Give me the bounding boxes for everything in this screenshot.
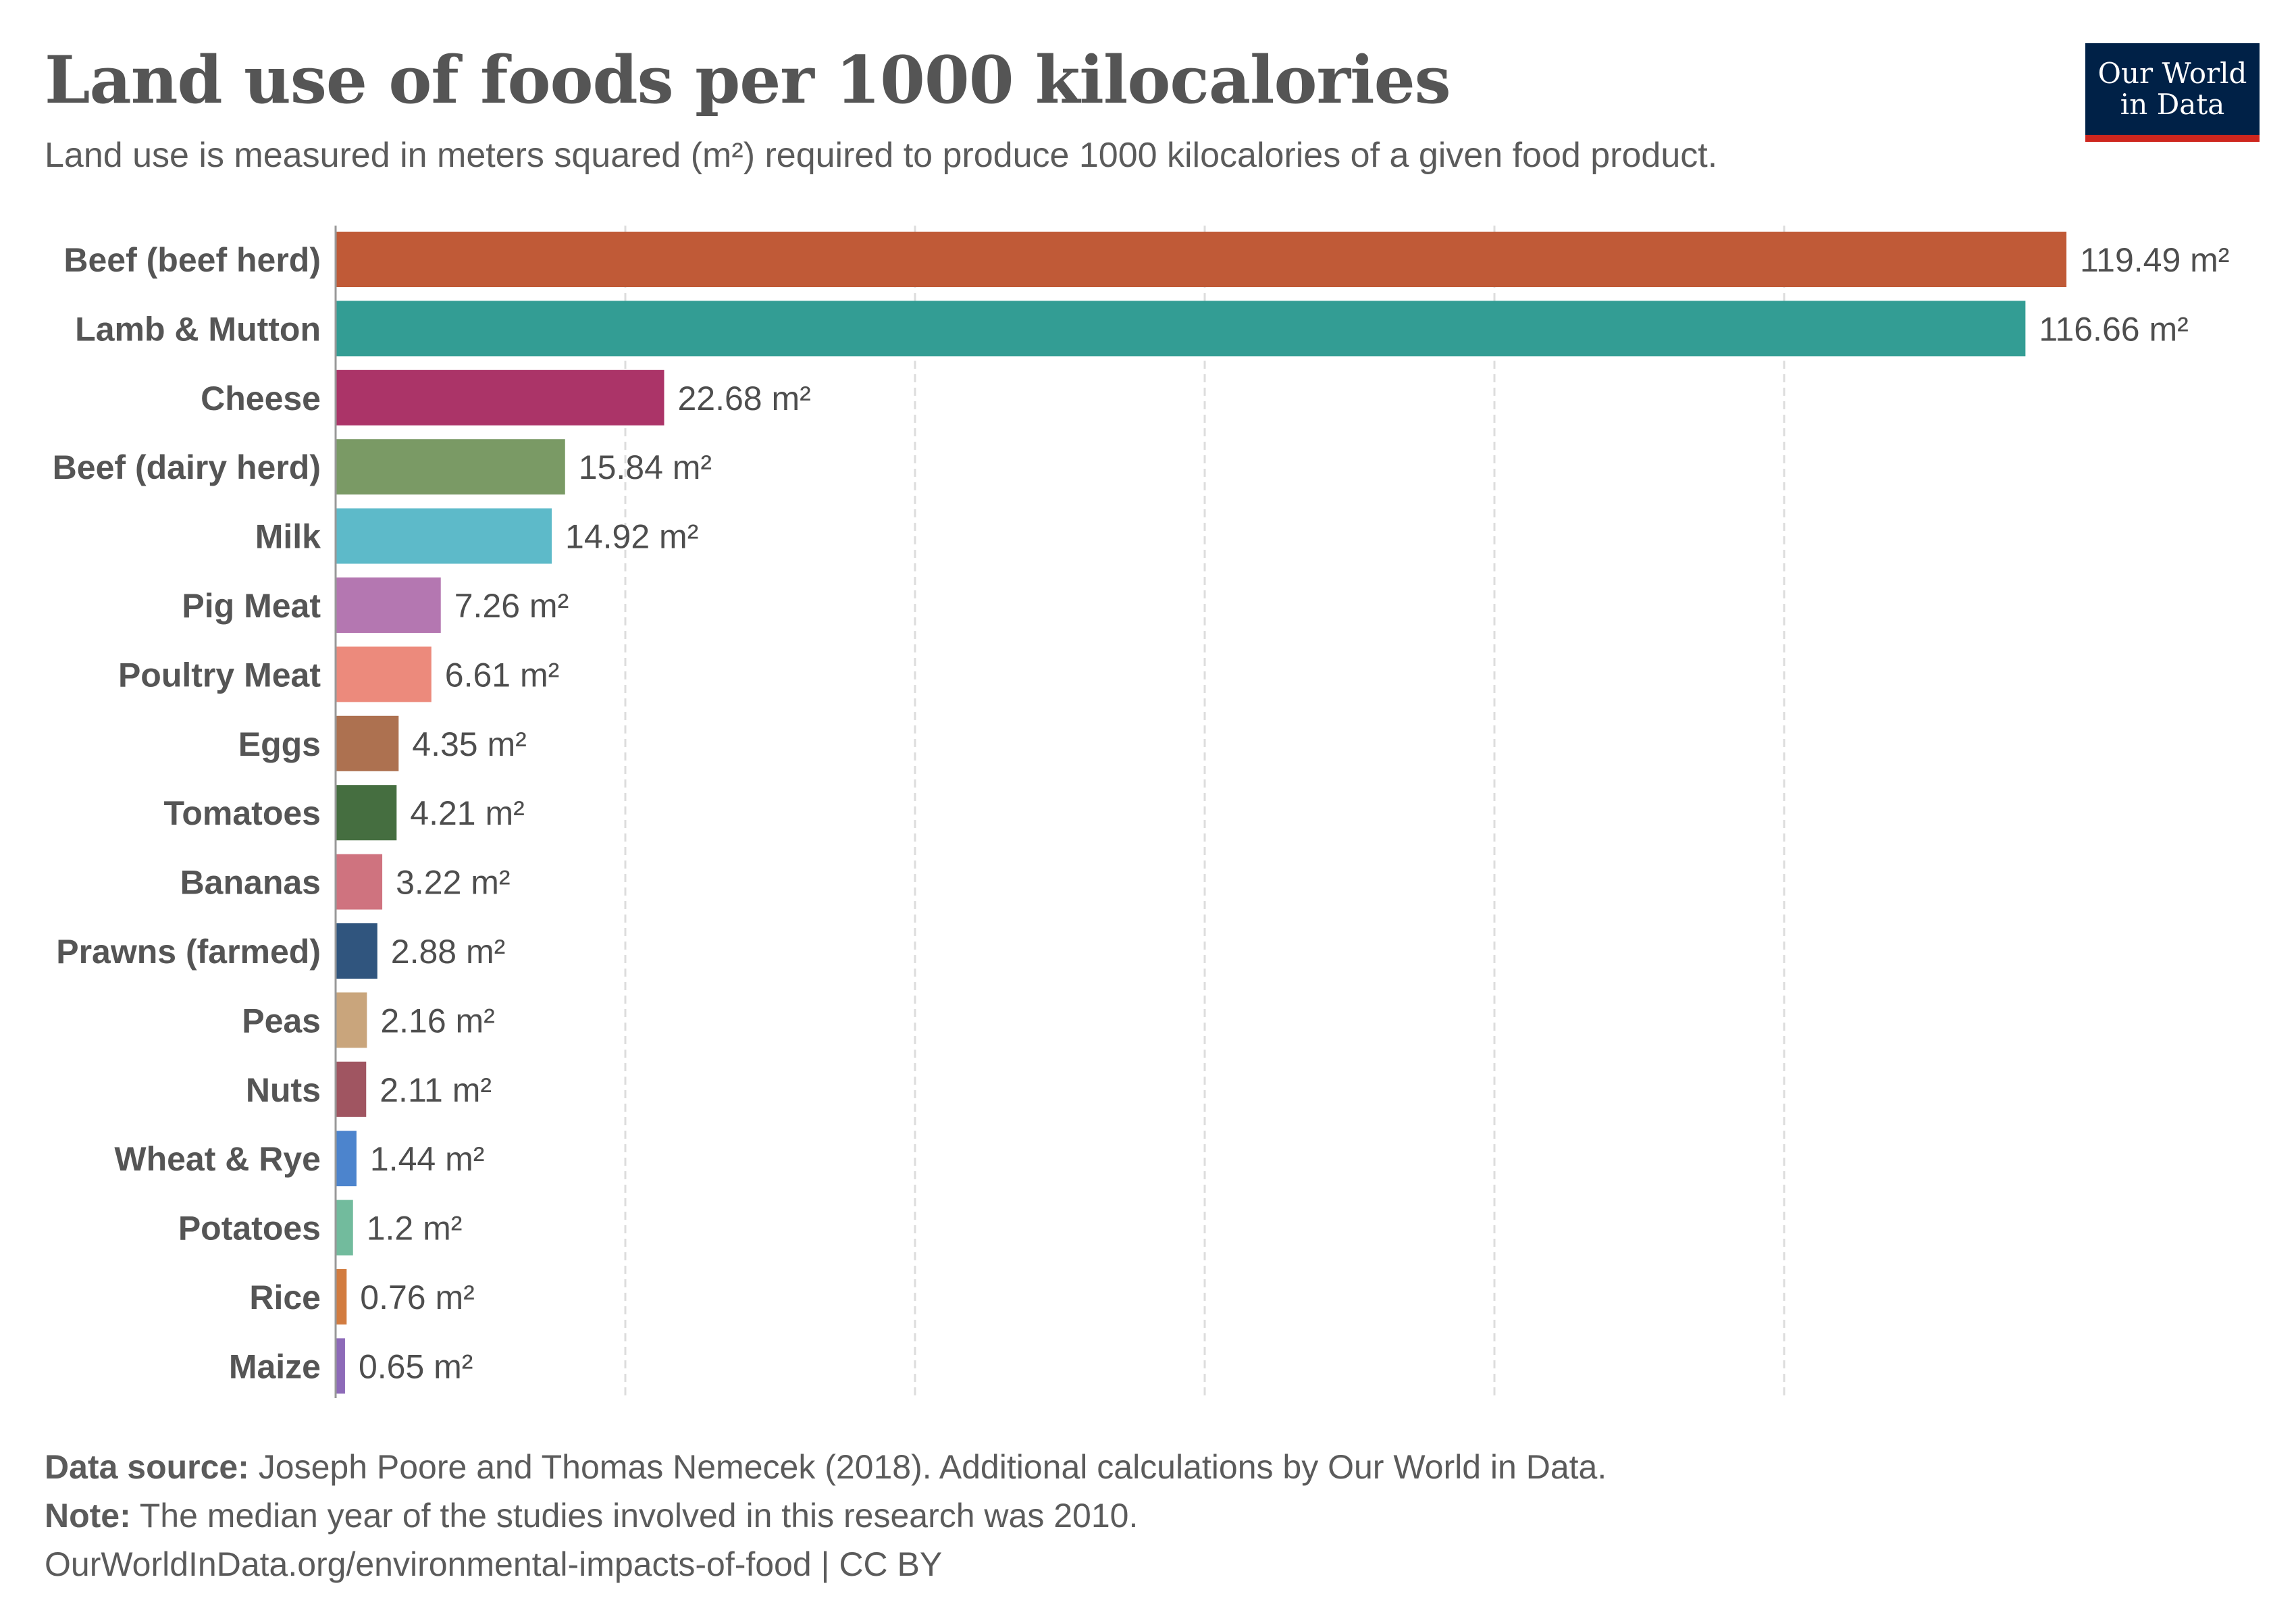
bar[interactable]: [336, 439, 565, 495]
value-label: 15.84 m²: [579, 448, 712, 486]
category-label: Lamb & Mutton: [75, 310, 321, 348]
chart-subtitle: Land use is measured in meters squared (…: [45, 136, 1718, 175]
value-label: 4.21 m²: [410, 794, 525, 832]
value-label: 1.44 m²: [370, 1140, 485, 1178]
chart-title: Land use of foods per 1000 kilocalories: [45, 42, 1451, 118]
bar[interactable]: [336, 1338, 345, 1394]
value-label: 22.68 m²: [677, 380, 810, 417]
source-label: Data source:: [45, 1448, 249, 1486]
category-label: Poultry Meat: [118, 656, 321, 694]
bar[interactable]: [336, 1061, 367, 1117]
bar-row[interactable]: Eggs 4.35 m²: [238, 715, 527, 771]
bar[interactable]: [336, 232, 2067, 287]
bar[interactable]: [336, 508, 552, 564]
footer-note: Note: The median year of the studies inv…: [45, 1491, 1607, 1540]
bar-row[interactable]: Wheat & Rye 1.44 m²: [114, 1131, 485, 1187]
value-label: 2.88 m²: [391, 933, 506, 971]
value-label: 0.76 m²: [360, 1279, 475, 1316]
bar-row[interactable]: Peas 2.16 m²: [242, 992, 495, 1048]
bar-row[interactable]: Pig Meat 7.26 m²: [182, 577, 569, 633]
bar[interactable]: [336, 1131, 357, 1187]
bar-row[interactable]: Potatoes 1.2 m²: [178, 1200, 463, 1256]
bar-row[interactable]: Maize 0.65 m²: [229, 1338, 473, 1394]
bar[interactable]: [336, 992, 367, 1048]
category-label: Wheat & Rye: [114, 1140, 321, 1178]
category-label: Cheese: [201, 380, 321, 417]
bar-row[interactable]: Prawns (farmed) 2.88 m²: [56, 923, 505, 979]
bar-row[interactable]: Beef (beef herd) 119.49 m²: [63, 232, 2229, 287]
bar-row[interactable]: Poultry Meat 6.61 m²: [118, 646, 559, 702]
bar[interactable]: [336, 1200, 353, 1256]
bar-row[interactable]: Tomatoes 4.21 m²: [164, 785, 525, 841]
bar[interactable]: [336, 369, 664, 426]
value-label: 3.22 m²: [396, 864, 511, 902]
category-label: Eggs: [238, 725, 321, 763]
bar[interactable]: [336, 577, 441, 633]
value-label: 4.35 m²: [412, 725, 527, 763]
value-label: 6.61 m²: [445, 656, 560, 694]
bar-row[interactable]: Rice 0.76 m²: [249, 1269, 475, 1324]
value-label: 14.92 m²: [565, 518, 698, 556]
bar-row[interactable]: Cheese 22.68 m²: [201, 369, 811, 426]
category-label: Beef (beef herd): [63, 241, 321, 279]
category-label: Bananas: [180, 864, 321, 902]
value-label: 116.66 m²: [2039, 310, 2188, 348]
value-label: 7.26 m²: [454, 587, 569, 625]
bar-chart: Beef (beef herd) 119.49 m² Lamb & Mutton 11…: [53, 226, 2229, 1398]
category-label: Peas: [242, 1002, 321, 1039]
bar[interactable]: [336, 646, 432, 702]
bar[interactable]: [336, 715, 399, 771]
bars: Beef (beef herd) 119.49 m² Lamb & Mutton 11…: [53, 232, 2229, 1394]
bar[interactable]: [336, 785, 397, 841]
logo-line-1: Our World: [2097, 57, 2247, 90]
source-text: Joseph Poore and Thomas Nemecek (2018). …: [249, 1448, 1607, 1486]
value-label: 2.11 m²: [380, 1071, 492, 1109]
chart-footer: Data source: Joseph Poore and Thomas Nem…: [45, 1443, 1607, 1589]
category-label: Maize: [229, 1347, 321, 1385]
footer-url[interactable]: OurWorldInData.org/environmental-impacts…: [45, 1545, 943, 1583]
bar-row[interactable]: Bananas 3.22 m²: [180, 854, 511, 910]
bar-row[interactable]: Beef (dairy herd) 15.84 m²: [53, 439, 712, 495]
category-label: Prawns (farmed): [56, 933, 321, 971]
note-text: The median year of the studies involved …: [130, 1497, 1139, 1535]
bar[interactable]: [336, 301, 2026, 357]
category-label: Rice: [249, 1279, 321, 1316]
logo-line-2: in Data: [2120, 88, 2225, 121]
bar-row[interactable]: Lamb & Mutton 116.66 m²: [75, 301, 2189, 357]
category-label: Nuts: [246, 1071, 321, 1109]
bar[interactable]: [336, 854, 383, 910]
value-label: 0.65 m²: [359, 1347, 473, 1385]
value-label: 1.2 m²: [367, 1210, 463, 1247]
category-label: Beef (dairy herd): [53, 448, 321, 486]
footer-source: Data source: Joseph Poore and Thomas Nem…: [45, 1443, 1607, 1491]
bar[interactable]: [336, 1269, 347, 1324]
category-label: Tomatoes: [164, 794, 321, 832]
value-label: 2.16 m²: [380, 1002, 495, 1039]
note-label: Note:: [45, 1497, 131, 1535]
category-label: Milk: [255, 518, 321, 556]
bar-row[interactable]: Nuts 2.11 m²: [246, 1061, 492, 1117]
category-label: Pig Meat: [182, 587, 321, 625]
value-label: 119.49 m²: [2080, 241, 2229, 279]
owid-logo[interactable]: Our World in Data: [2085, 43, 2260, 142]
category-label: Potatoes: [178, 1210, 321, 1247]
bar-row[interactable]: Milk 14.92 m²: [255, 508, 699, 564]
bar[interactable]: [336, 923, 377, 979]
